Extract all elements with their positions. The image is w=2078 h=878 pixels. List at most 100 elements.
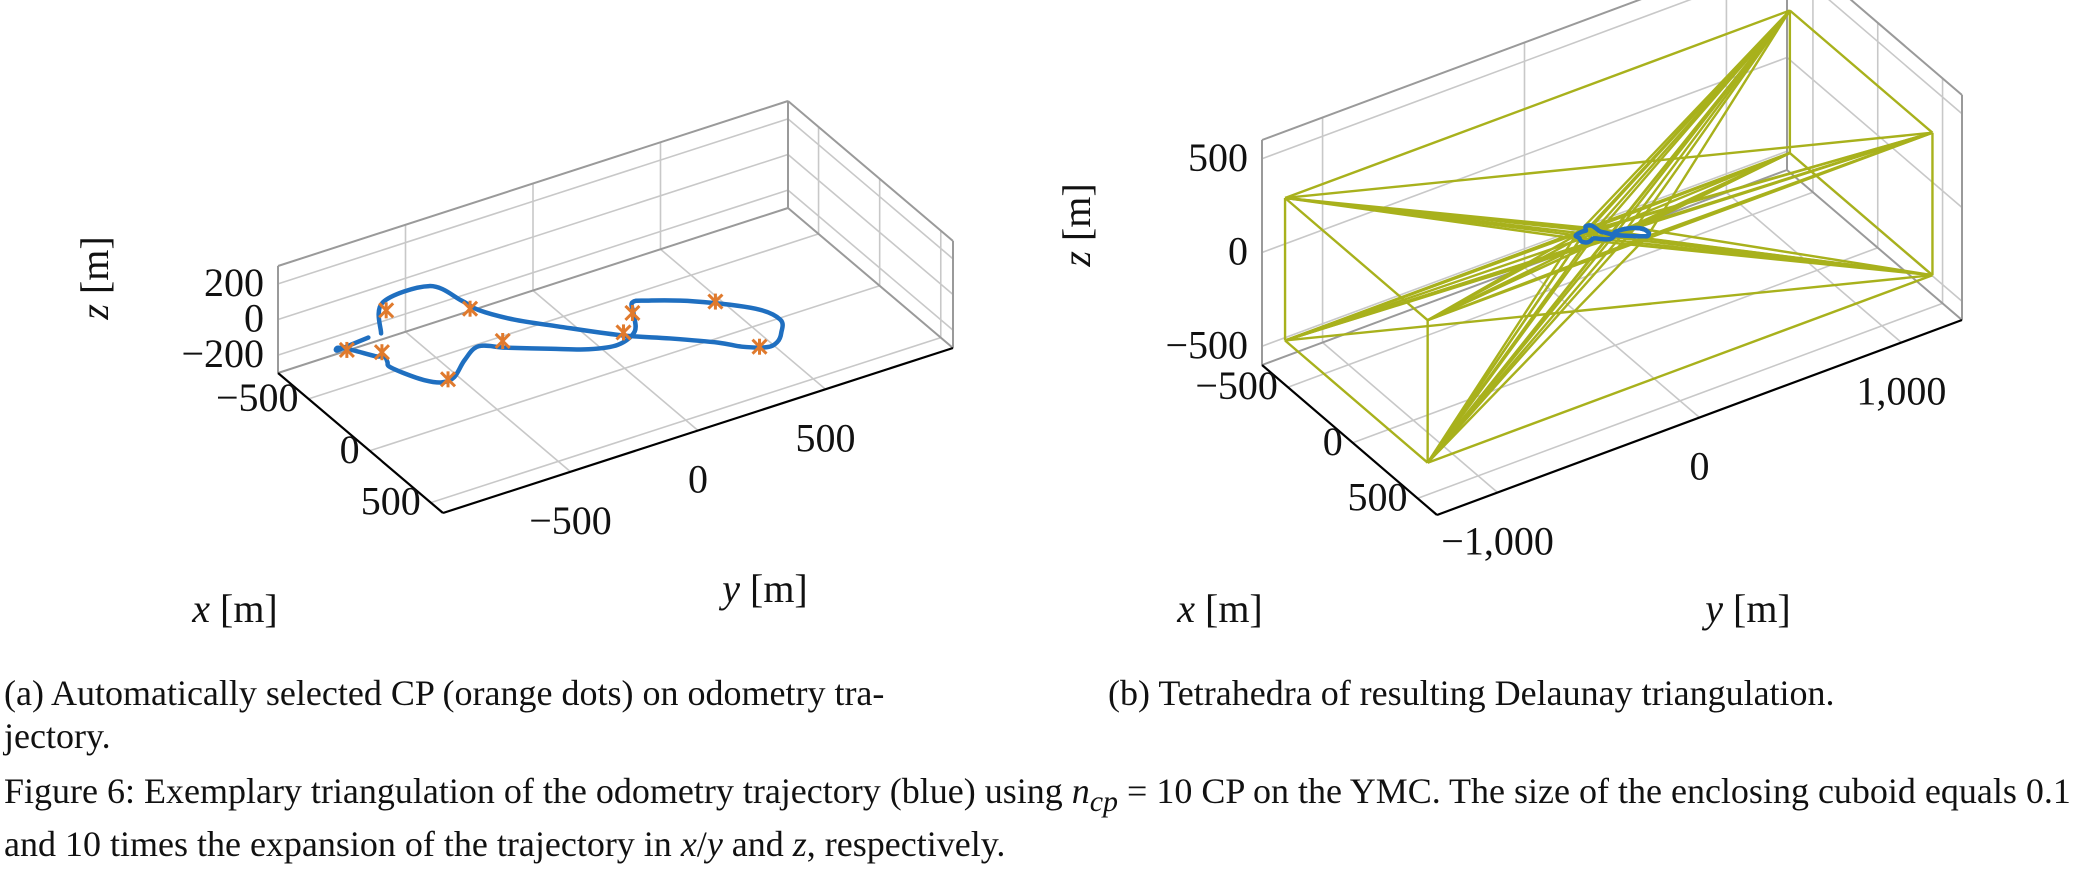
control-point-9 (338, 341, 355, 358)
cuboid-edge-8 (1284, 339, 1429, 464)
caption-text-1: Figure 6: Exemplary triangulation of the… (4, 771, 1072, 811)
side-grid-z-2 (787, 118, 954, 260)
control-point-5 (624, 304, 641, 322)
subcaption-b: (b) Tetrahedra of resulting Delaunay tri… (1108, 672, 2068, 715)
control-point-8 (373, 344, 390, 361)
side-grid-z-1 (787, 153, 954, 296)
cuboid-diagonal-5 (1284, 274, 1933, 342)
box-edge (277, 100, 789, 267)
floor-grid-y-0 (404, 331, 572, 473)
control-point-3 (751, 338, 768, 355)
control-point-1 (462, 300, 479, 317)
caption-math-y: y (706, 824, 723, 865)
x-tick-label: −500 (1195, 363, 1278, 408)
z-axis-label-unit: [m] (72, 236, 117, 304)
z-tick-label: 0 (244, 296, 264, 341)
y-tick-label: 1,000 (1856, 369, 1946, 414)
subcaption-a-line-1: (a) Automatically selected CP (orange do… (4, 673, 885, 713)
z-tick-label: 200 (204, 260, 264, 305)
tetra-edge-19 (1634, 9, 1791, 229)
caption-math-z: z (792, 824, 807, 865)
cuboid-diagonal-4 (1284, 131, 1933, 200)
tetra-edge-22 (1589, 9, 1791, 242)
y-axis-line (1436, 318, 1963, 517)
control-point-4 (707, 293, 724, 310)
floor-grid-y-2 (1725, 191, 1902, 344)
cuboid-edge-10 (1789, 152, 1934, 277)
tetra-edge-34 (1426, 234, 1577, 464)
tetra-edge-32 (1426, 239, 1592, 464)
tetra-edge-46 (1646, 131, 1933, 238)
cuboid-diagonal-3 (1426, 9, 1791, 464)
caption-math-sub: cp (1089, 785, 1119, 819)
z-axis-label-var: z (72, 304, 117, 321)
y-axis-label-var: y (718, 566, 740, 611)
box-edge (787, 207, 954, 349)
subcaption-b-text: (b) Tetrahedra of resulting Delaunay tri… (1108, 673, 1835, 713)
z-axis-label: z [m] (1054, 183, 1099, 267)
x-axis-label: x [m] (1176, 586, 1263, 631)
tetra-edge-28 (1426, 235, 1649, 464)
floor-grid-y-0 (1322, 341, 1499, 494)
side-grid-z-2 (1828, 0, 1963, 115)
back-grid-z-0 (1261, 150, 1788, 347)
box-edge (1849, 0, 1963, 96)
z-tick-label: 0 (1228, 229, 1248, 274)
back-grid-z-0 (277, 189, 789, 356)
caption-text-2: = 10 CP on the YMC. The size of the encl… (4, 771, 2071, 865)
control-point-6 (494, 332, 511, 350)
z-axis-label-unit: [m] (1054, 183, 1099, 251)
box-edge (277, 207, 789, 374)
trajectory-line (333, 283, 785, 385)
z-tick-label: 500 (1188, 135, 1248, 180)
x-axis-label: x [m] (191, 586, 278, 631)
z-axis-label: z [m] (72, 236, 117, 320)
z-tick-label: −500 (1165, 322, 1248, 367)
z-tick-label: −200 (181, 331, 264, 376)
tetra-edge-39 (1427, 234, 1577, 322)
floor-grid-y-2 (659, 248, 827, 390)
tetra-edge-24 (1574, 9, 1791, 237)
caption-and: and (722, 824, 793, 865)
caption-math-n: n (1071, 771, 1090, 811)
x-tick-label: 0 (1323, 419, 1343, 464)
control-point-2 (615, 324, 632, 341)
side-grid-z-0 (787, 189, 954, 331)
x-tick-label: 500 (1348, 474, 1408, 519)
x-tick-label: 0 (340, 427, 360, 472)
x-axis-label-var: x (1176, 586, 1195, 631)
x-tick-label: 500 (361, 479, 421, 524)
y-tick-label: 0 (688, 457, 708, 502)
x-axis-label-unit: [m] (210, 586, 278, 631)
y-axis-label-var: y (1701, 586, 1723, 631)
cuboid-edge-11 (1789, 9, 1934, 134)
y-axis-label-unit: [m] (740, 566, 808, 611)
box-edge (1786, 169, 1963, 321)
x-axis-label-var: x (191, 586, 210, 631)
back-grid-z-2 (1261, 0, 1692, 160)
tetra-edge-42 (1635, 226, 1933, 277)
floor-grid-y-1 (532, 289, 699, 432)
x-axis-label-unit: [m] (1195, 586, 1263, 631)
y-axis-label-unit: [m] (1723, 586, 1791, 631)
back-grid-z-1 (1261, 56, 1788, 254)
cuboid-edge-6 (1427, 274, 1933, 464)
caption-math-x: x (680, 824, 697, 865)
tetra-edge-36 (1427, 235, 1648, 322)
subcaption-a: (a) Automatically selected CP (orange do… (4, 672, 1024, 758)
back-grid-z-2 (277, 118, 789, 285)
x-axis-line (1261, 364, 1438, 516)
box-edge (1261, 0, 1642, 141)
tetra-edge-29 (1426, 227, 1637, 464)
subcaption-a-line-2: jectory. (4, 716, 111, 756)
tetra-edge-49 (1575, 131, 1933, 237)
caption-slash: / (696, 824, 707, 865)
figure-caption: Figure 6: Exemplary triangulation of the… (4, 770, 2074, 866)
x-tick-label: −500 (216, 375, 299, 420)
x-axis-line (277, 372, 444, 514)
y-tick-label: −500 (529, 498, 612, 543)
caption-end: , respectively. (806, 824, 1006, 865)
